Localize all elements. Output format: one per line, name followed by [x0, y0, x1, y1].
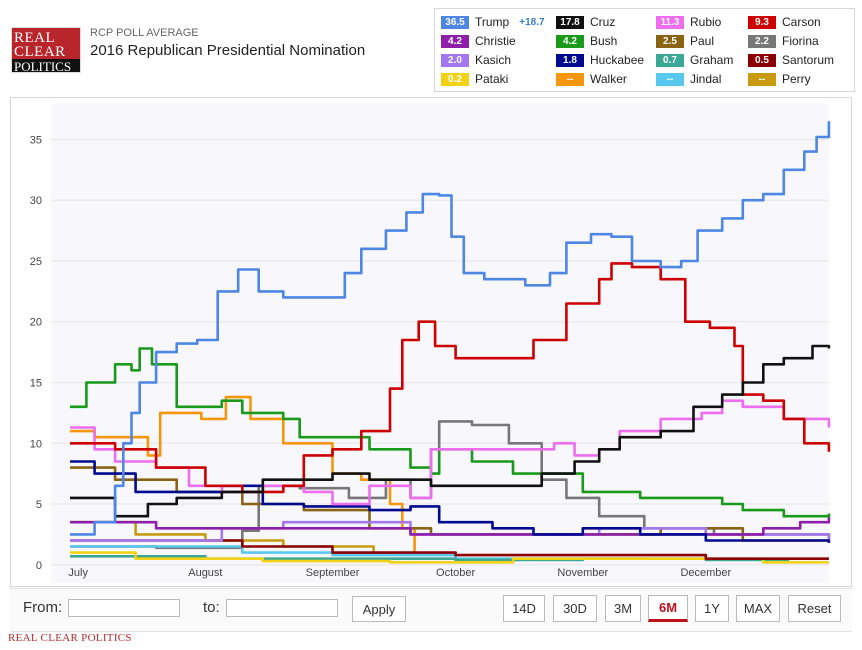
logo-line-real: REAL — [14, 30, 56, 46]
legend-name: Carson — [782, 15, 821, 29]
y-tick-label: 20 — [30, 317, 42, 329]
legend-value: 9.3 — [748, 15, 776, 29]
legend-item-walker[interactable]: -- Walker — [556, 71, 627, 87]
series-line-trump — [70, 121, 831, 536]
legend-value: 1.8 — [556, 53, 584, 67]
range-1y-button[interactable]: 1Y — [695, 595, 729, 622]
legend-value: 4.2 — [556, 34, 584, 48]
legend-value: 0.7 — [656, 53, 684, 67]
range-max-button[interactable]: MAX — [736, 595, 780, 622]
legend-item-bush[interactable]: 4.2 Bush — [556, 33, 617, 49]
chart-panel: 0 5 10 15 20 25 30 35 July August September October… — [10, 97, 852, 587]
legend-value: 2.2 — [748, 34, 776, 48]
legend-value: -- — [748, 72, 776, 86]
footer-brand: REAL CLEAR POLITICS — [8, 632, 132, 644]
legend-item-santorum[interactable]: 0.5 Santorum — [748, 52, 834, 68]
legend-item-pataki[interactable]: 0.2 Pataki — [441, 71, 508, 87]
reset-button[interactable]: Reset — [788, 595, 841, 622]
x-tick-label: December — [680, 567, 731, 579]
to-label: to: — [203, 599, 220, 616]
legend-value: 2.5 — [656, 34, 684, 48]
legend-value: 17.8 — [556, 15, 584, 29]
range-selector: From: to: Apply 14D 30D 3M 6M 1Y MAX Res… — [10, 588, 852, 632]
legend-item-graham[interactable]: 0.7 Graham — [656, 52, 733, 68]
logo-line-clear: CLEAR — [14, 44, 66, 60]
legend-value: 2.0 — [441, 53, 469, 67]
x-tick-label: October — [436, 567, 475, 579]
legend-value: 4.2 — [441, 34, 469, 48]
legend-value: 36.5 — [441, 15, 469, 29]
from-date-input[interactable] — [68, 599, 180, 617]
legend-spread: +18.7 — [519, 16, 545, 28]
range-6m-button[interactable]: 6M — [648, 595, 688, 622]
legend-name: Cruz — [590, 15, 616, 29]
x-tick-label: September — [306, 567, 360, 579]
legend-item-jindal[interactable]: -- Jindal — [656, 71, 721, 87]
legend-name: Perry — [782, 72, 811, 86]
series-line-santorum — [70, 539, 829, 560]
legend-item-fiorina[interactable]: 2.2 Fiorina — [748, 33, 819, 49]
legend-item-christie[interactable]: 4.2 Christie — [441, 33, 516, 49]
series-line-bush — [70, 347, 831, 518]
legend-name: Graham — [690, 53, 734, 67]
legend-name: Rubio — [690, 15, 722, 29]
x-tick-label: July — [68, 567, 88, 579]
x-tick-label: November — [557, 567, 608, 579]
series-line-walker — [70, 395, 416, 553]
y-tick-label: 35 — [30, 134, 42, 146]
legend-name: Paul — [690, 34, 715, 48]
legend-name: Trump — [475, 15, 510, 29]
chart-title: 2016 Republican Presidential Nomination — [90, 42, 366, 59]
range-14d-button[interactable]: 14D — [503, 595, 545, 622]
legend-name: Fiorina — [782, 34, 819, 48]
poll-line-chart[interactable]: 0 5 10 15 20 25 30 35 July August September October… — [11, 98, 853, 588]
legend-value: 0.2 — [441, 72, 469, 86]
legend-item-perry[interactable]: -- Perry — [748, 71, 811, 87]
y-tick-label: 30 — [30, 195, 42, 207]
legend-name: Santorum — [782, 53, 835, 67]
series-line-carson — [70, 262, 831, 494]
logo-line-politics: POLITICS — [12, 59, 80, 72]
legend-value: 11.3 — [656, 15, 684, 29]
series-line-huckabee — [70, 460, 831, 543]
range-3m-button[interactable]: 3M — [605, 595, 641, 622]
legend-name: Pataki — [475, 72, 509, 86]
legend-item-kasich[interactable]: 2.0 Kasich — [441, 52, 511, 68]
y-tick-label: 10 — [30, 438, 42, 450]
legend-item-huckabee[interactable]: 1.8 Huckabee — [556, 52, 644, 68]
y-tick-label: 5 — [36, 499, 42, 511]
chart-subtitle: RCP POLL AVERAGE — [90, 27, 199, 39]
legend-name: Huckabee — [590, 53, 645, 67]
legend-item-rubio[interactable]: 11.3 Rubio — [656, 14, 721, 30]
legend-value: -- — [556, 72, 584, 86]
legend-name: Christie — [475, 34, 516, 48]
y-tick-label: 25 — [30, 256, 42, 268]
from-label: From: — [23, 599, 63, 616]
y-tick-label: 0 — [36, 560, 42, 572]
series-line-cruz — [70, 344, 831, 518]
series-line-rubio — [70, 399, 831, 506]
candidate-legend: 36.5 Trump +18.7 17.8 Cruz 11.3 Rubio 9.… — [434, 8, 855, 92]
legend-item-carson[interactable]: 9.3 Carson — [748, 14, 821, 30]
legend-name: Jindal — [690, 72, 722, 86]
legend-item-trump[interactable]: 36.5 Trump +18.7 — [441, 14, 545, 30]
rcp-logo[interactable]: REAL CLEAR POLITICS — [11, 27, 81, 73]
legend-item-paul[interactable]: 2.5 Paul — [656, 33, 714, 49]
legend-value: -- — [656, 72, 684, 86]
legend-name: Walker — [590, 72, 627, 86]
range-30d-button[interactable]: 30D — [553, 595, 597, 622]
y-tick-label: 15 — [30, 377, 42, 389]
x-tick-label: August — [188, 567, 222, 579]
apply-button[interactable]: Apply — [352, 596, 406, 622]
legend-value: 0.5 — [748, 53, 776, 67]
legend-item-cruz[interactable]: 17.8 Cruz — [556, 14, 615, 30]
legend-name: Kasich — [475, 53, 512, 67]
to-date-input[interactable] — [226, 599, 338, 617]
legend-name: Bush — [590, 34, 618, 48]
